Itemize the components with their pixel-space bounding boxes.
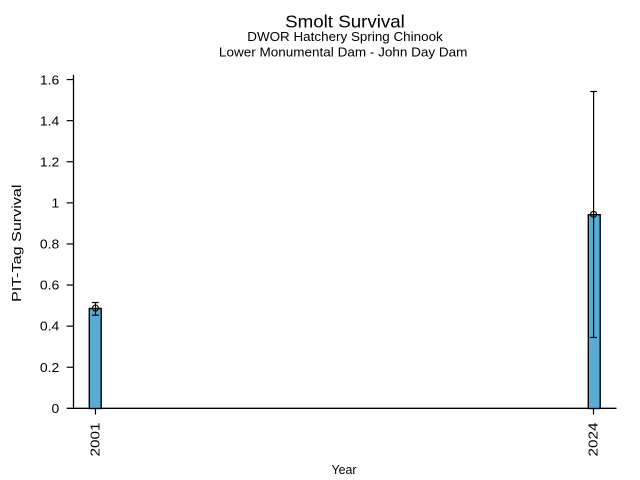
svg-text:Year: Year bbox=[332, 463, 357, 477]
svg-text:2024: 2024 bbox=[586, 423, 601, 457]
svg-text:1.6: 1.6 bbox=[40, 73, 59, 87]
svg-text:0.2: 0.2 bbox=[40, 361, 59, 375]
svg-text:2001: 2001 bbox=[87, 423, 102, 457]
svg-text:DWOR Hatchery Spring Chinook: DWOR Hatchery Spring Chinook bbox=[247, 30, 443, 44]
svg-text:Lower Monumental Dam - John Da: Lower Monumental Dam - John Day Dam bbox=[219, 46, 468, 60]
svg-text:0.6: 0.6 bbox=[40, 279, 59, 293]
svg-text:1.2: 1.2 bbox=[40, 155, 59, 169]
svg-text:1.4: 1.4 bbox=[40, 114, 59, 128]
svg-text:0.8: 0.8 bbox=[40, 238, 59, 252]
svg-text:0: 0 bbox=[52, 402, 60, 416]
svg-text:PIT-Tag Survival: PIT-Tag Survival bbox=[10, 185, 24, 302]
svg-text:Smolt Survival: Smolt Survival bbox=[285, 11, 405, 31]
svg-text:1: 1 bbox=[52, 197, 60, 211]
svg-text:0.4: 0.4 bbox=[40, 320, 59, 334]
